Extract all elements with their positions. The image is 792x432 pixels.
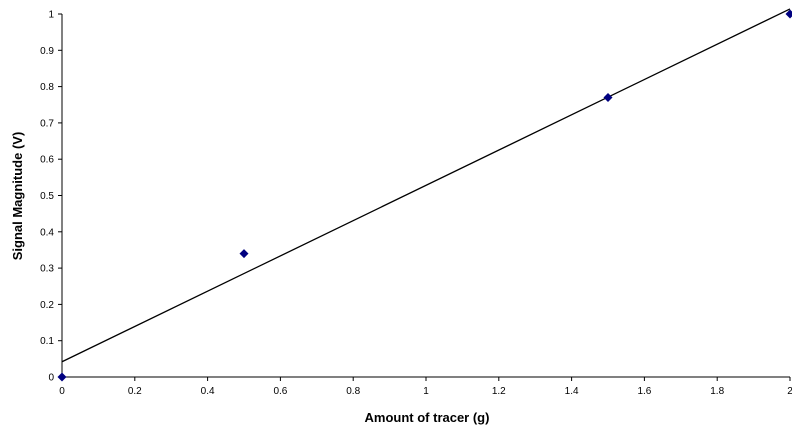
- data-point: [239, 249, 249, 259]
- x-tick-label: 0: [59, 386, 65, 397]
- y-tick-label: 0.4: [40, 227, 54, 238]
- y-tick-label: 0.2: [40, 300, 54, 311]
- y-tick-label: 0.9: [40, 46, 54, 57]
- x-tick-label: 0.4: [201, 386, 215, 397]
- y-tick-label: 1: [48, 10, 54, 21]
- data-point: [57, 372, 67, 382]
- x-tick-label: 0.8: [346, 386, 360, 397]
- x-tick-label: 2: [787, 386, 792, 397]
- y-tick-label: 0.8: [40, 82, 54, 93]
- y-tick-label: 0.3: [40, 264, 54, 275]
- data-point: [785, 9, 792, 19]
- y-axis-title: Signal Magnitude (V): [10, 132, 25, 261]
- y-tick-label: 0.7: [40, 118, 54, 129]
- y-tick-label: 0.1: [40, 336, 54, 347]
- y-tick-label: 0.6: [40, 155, 54, 166]
- x-tick-label: 1: [423, 386, 429, 397]
- y-tick-label: 0: [48, 373, 54, 384]
- x-tick-label: 0.2: [128, 386, 142, 397]
- x-tick-label: 1.8: [710, 386, 724, 397]
- trendline: [61, 8, 791, 363]
- x-tick-label: 1.4: [565, 386, 579, 397]
- y-tick-label: 0.5: [40, 191, 54, 202]
- data-point: [603, 92, 613, 102]
- x-tick-label: 0.6: [273, 386, 287, 397]
- x-tick-label: 1.6: [637, 386, 651, 397]
- x-tick-label: 1.2: [492, 386, 506, 397]
- x-axis-title: Amount of tracer (g): [365, 410, 490, 425]
